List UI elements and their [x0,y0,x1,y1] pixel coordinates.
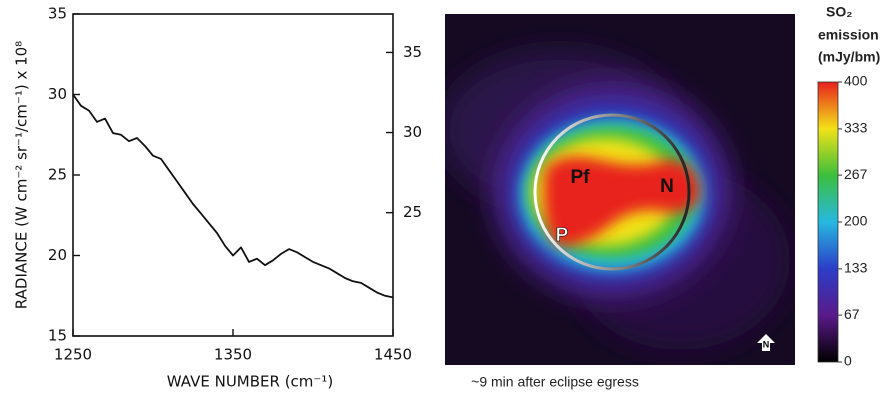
colorbar-tick-label: 333 [844,120,868,136]
colorbar-tick-label: 200 [844,213,868,229]
colorbar-label: emission [818,27,879,43]
x-tick-label: 1350 [214,346,252,364]
plot-frame [73,14,393,336]
y-axis-label: RADIANCE (W cm⁻² sr⁻¹/cm⁻¹) x 10⁸ [13,41,31,309]
y-tick-label: 25 [48,166,67,184]
y-tick-label: 35 [48,5,67,23]
y-tick-label: 20 [48,246,67,264]
colorbar [818,82,838,362]
annotation: Pf [571,167,591,188]
y2-tick-label: 25 [403,203,422,221]
caption: ~9 min after eclipse egress [471,374,639,390]
page: {"chart_data": [ {"type": "line", "x_lab… [0,0,893,397]
annotation: P [556,225,569,246]
colorbar-tick-label: 67 [844,306,860,322]
emission-map: Pf P N N ~9 min after eclipse egress SO₂… [440,4,880,390]
annotation: N [660,176,674,197]
spectrum-line [73,95,393,298]
colorbar-tick-label: 267 [844,166,868,182]
compass-label: N [763,339,770,349]
y-tick-label: 30 [48,85,67,103]
x-tick-label: 1250 [54,346,92,364]
line-chart: WAVE NUMBER (cm⁻¹) RADIANCE (W cm⁻² sr⁻¹… [13,14,394,391]
figure: WAVE NUMBER (cm⁻¹) RADIANCE (W cm⁻² sr⁻¹… [0,0,893,397]
y2-tick-label: 35 [403,43,422,61]
map-image [440,14,795,365]
x-tick-label: 1450 [374,346,412,364]
colorbar-label: SO₂ [826,4,852,20]
y-tick-label: 15 [48,327,67,345]
colorbar-tick-label: 133 [844,260,868,276]
colorbar-tick-label: 400 [844,73,868,89]
colorbar-label: (mJy/bm) [818,49,880,65]
x-axis-label: WAVE NUMBER (cm⁻¹) [167,373,333,391]
y2-tick-label: 30 [403,123,422,141]
colorbar-tick-label: 0 [844,353,852,369]
